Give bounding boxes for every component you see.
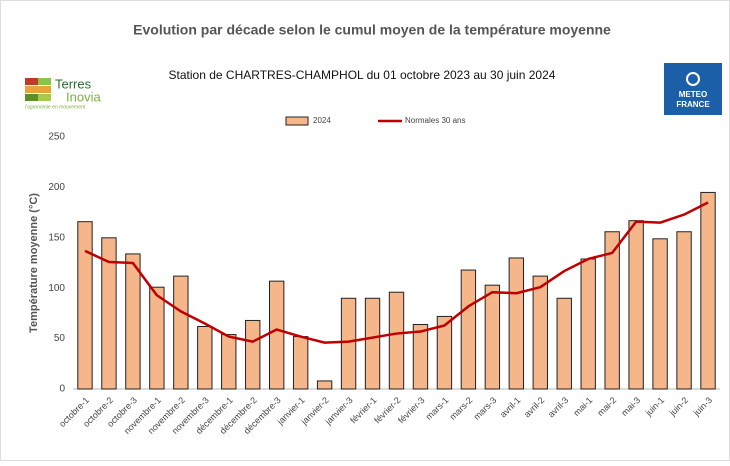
logo-background <box>664 63 722 115</box>
bar <box>173 275 189 390</box>
legend-label: 2024 <box>313 116 331 125</box>
bar <box>436 315 453 390</box>
y-tick-label: 250 <box>48 132 65 143</box>
logo-symbol <box>686 72 700 86</box>
logo-block <box>25 78 38 85</box>
bar <box>77 221 93 390</box>
logo-text: Terres <box>55 76 92 91</box>
bar <box>364 297 381 390</box>
logo-block <box>25 94 38 101</box>
bar <box>412 323 429 390</box>
logo-left: Terres Inovia l'agronomie en mouvement <box>25 76 101 110</box>
bar <box>652 238 668 390</box>
y-axis-label: Température moyenne (°C) <box>28 193 40 333</box>
bar <box>580 258 596 390</box>
logo-block <box>38 78 51 85</box>
logo-text: METEO <box>679 90 707 99</box>
chart-subtitle: Station de CHARTRES-CHAMPHOL du 01 octob… <box>169 68 556 82</box>
bar <box>197 326 213 390</box>
y-tick-label: 200 <box>48 182 65 193</box>
logo-text: FRANCE <box>676 100 710 109</box>
bar <box>340 297 357 390</box>
bar <box>484 284 501 390</box>
line <box>84 201 709 344</box>
bar <box>628 220 644 390</box>
y-tick-label: 150 <box>48 232 65 243</box>
bar <box>676 231 692 390</box>
bar <box>149 286 165 390</box>
legend-swatch <box>285 116 309 126</box>
bar <box>508 257 525 390</box>
bar <box>292 336 309 390</box>
bar <box>556 297 572 390</box>
logo-block <box>25 86 51 93</box>
legend-label: Normales 30 ans <box>405 116 465 125</box>
y-tick-label: 50 <box>54 333 66 344</box>
bar <box>316 380 333 390</box>
bar <box>700 191 716 390</box>
bar <box>245 319 261 390</box>
logo-right: METEO FRANCE <box>664 63 722 115</box>
y-tick-label: 0 <box>59 384 65 395</box>
bar <box>221 334 237 390</box>
bar <box>268 280 285 390</box>
bar <box>101 237 117 390</box>
logo-block <box>38 94 51 101</box>
bar <box>388 291 405 390</box>
chart-title: Evolution par décade selon le cumul moye… <box>133 22 611 38</box>
bar <box>532 275 548 390</box>
bar <box>460 269 477 390</box>
logo-text: Inovia <box>66 89 101 104</box>
bar <box>604 231 620 390</box>
logo-tagline: l'agronomie en mouvement <box>25 104 86 110</box>
bar <box>125 253 141 390</box>
y-tick-label: 100 <box>48 283 65 294</box>
